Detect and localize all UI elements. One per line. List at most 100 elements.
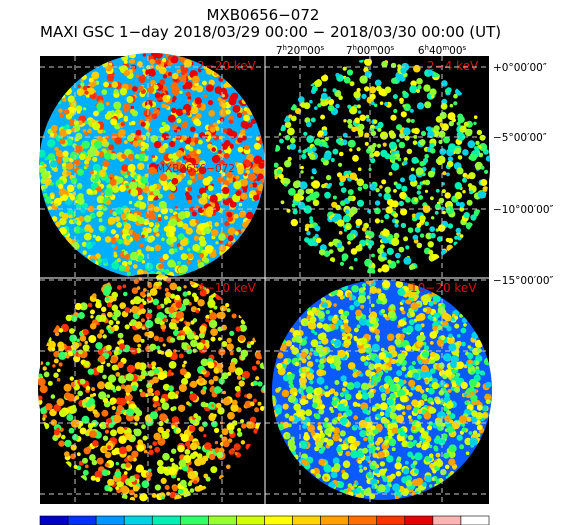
count-pixel [123, 70, 130, 77]
count-pixel [122, 284, 127, 289]
count-pixel [380, 219, 384, 223]
count-pixel [411, 399, 419, 407]
count-pixel [179, 246, 184, 251]
count-pixel [401, 310, 406, 315]
count-pixel [211, 147, 216, 152]
count-pixel [416, 102, 425, 110]
count-pixel [152, 298, 160, 306]
ra-tick-label: 7h00m00s [346, 44, 395, 57]
count-pixel [433, 445, 438, 450]
count-pixel [324, 136, 329, 141]
count-pixel [362, 283, 367, 288]
count-pixel [311, 180, 321, 189]
count-pixel [41, 417, 46, 421]
count-pixel [366, 428, 371, 433]
count-pixel [160, 324, 167, 330]
count-pixel [124, 223, 131, 230]
count-pixel [302, 149, 307, 154]
count-pixel [58, 345, 65, 352]
count-pixel [154, 484, 161, 491]
count-pixel [420, 389, 425, 394]
count-pixel [359, 75, 368, 84]
count-pixel [177, 444, 185, 453]
count-pixel [391, 77, 398, 84]
count-pixel [80, 79, 84, 83]
count-pixel [153, 335, 160, 342]
count-pixel [157, 193, 163, 199]
count-pixel [360, 355, 367, 362]
count-pixel [433, 125, 440, 132]
count-pixel [186, 154, 191, 159]
count-pixel [384, 439, 389, 444]
count-pixel [405, 245, 410, 250]
count-pixel [221, 341, 228, 347]
count-pixel [237, 431, 243, 437]
count-pixel [417, 409, 423, 415]
count-pixel [240, 129, 246, 135]
count-pixel [39, 149, 46, 158]
count-pixel [120, 122, 126, 127]
count-pixel [446, 410, 451, 416]
count-pixel [244, 172, 248, 177]
count-pixel [189, 206, 195, 212]
count-pixel [290, 218, 298, 227]
count-pixel [304, 336, 308, 340]
count-pixel [118, 435, 127, 444]
count-pixel [150, 194, 155, 199]
count-pixel [366, 118, 370, 122]
count-pixel [169, 293, 176, 299]
count-pixel [107, 216, 116, 225]
count-pixel [355, 482, 359, 486]
count-pixel [361, 314, 367, 320]
count-pixel [463, 121, 469, 127]
colorbar [39, 515, 490, 525]
count-pixel [119, 88, 128, 96]
count-pixel [370, 425, 376, 431]
count-pixel [260, 178, 265, 183]
count-pixel [288, 379, 293, 385]
colorbar-segment [376, 515, 406, 525]
count-pixel [424, 221, 430, 226]
count-pixel [189, 218, 198, 227]
count-pixel [457, 113, 464, 120]
count-pixel [339, 261, 345, 266]
count-pixel [440, 335, 446, 340]
count-pixel [283, 358, 289, 364]
count-pixel [459, 206, 465, 212]
count-pixel [84, 340, 88, 345]
count-pixel [358, 287, 365, 294]
count-pixel [288, 188, 296, 196]
count-pixel [396, 139, 400, 143]
count-pixel [292, 209, 298, 215]
count-pixel [83, 447, 91, 455]
count-pixel [170, 235, 177, 243]
count-pixel [369, 493, 376, 500]
count-pixel [47, 346, 53, 351]
count-pixel [380, 364, 386, 370]
count-pixel [133, 212, 138, 217]
count-pixel [316, 368, 325, 377]
band-label: 2−20 keV [197, 59, 257, 73]
count-pixel [457, 334, 461, 338]
count-pixel [396, 370, 403, 377]
count-pixel [179, 90, 183, 95]
count-pixel [252, 182, 258, 188]
count-pixel [148, 449, 154, 455]
count-pixel [341, 332, 347, 337]
count-pixel [374, 218, 380, 224]
count-pixel [355, 450, 365, 459]
count-pixel [485, 381, 492, 389]
count-pixel [154, 317, 162, 325]
count-pixel [158, 146, 166, 154]
count-pixel [206, 84, 214, 92]
count-pixel [213, 375, 219, 382]
count-pixel [342, 387, 346, 392]
count-pixel [121, 54, 129, 62]
count-pixel [398, 246, 405, 253]
count-pixel [419, 215, 426, 222]
count-pixel [145, 104, 151, 110]
count-pixel [300, 380, 306, 386]
count-pixel [131, 287, 139, 295]
count-pixel [91, 459, 98, 466]
count-pixel [133, 296, 142, 305]
